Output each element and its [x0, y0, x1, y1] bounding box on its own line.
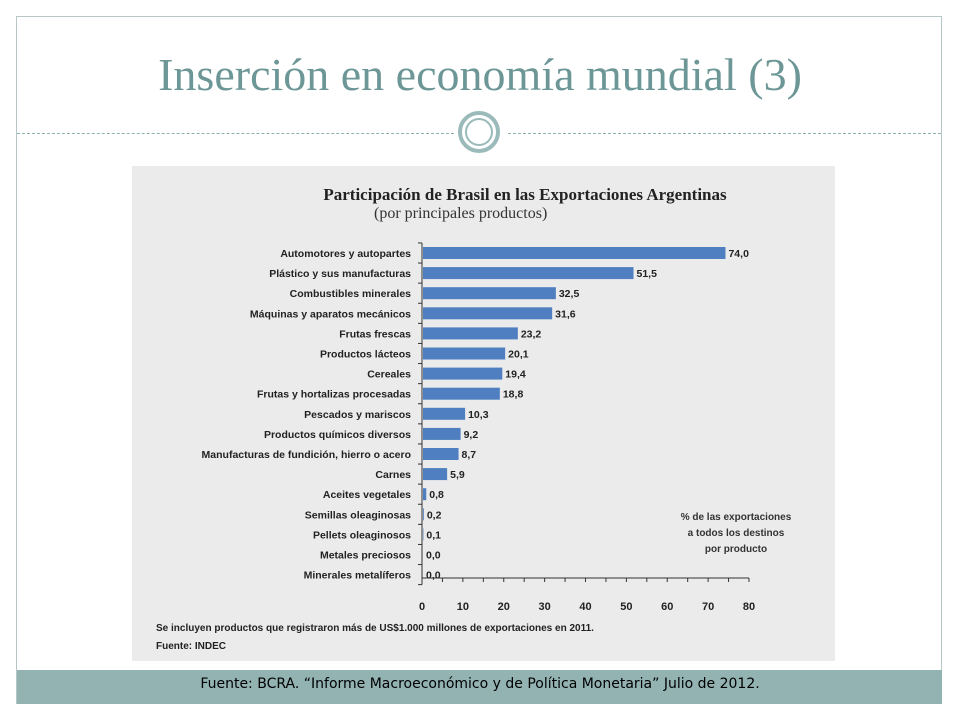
x-tick-label: 30 — [539, 601, 551, 613]
value-label: 32,5 — [559, 288, 580, 300]
bar — [423, 287, 556, 300]
value-label: 74,0 — [728, 248, 749, 260]
bar — [423, 307, 553, 320]
chart-title: Participación de Brasil en las Exportaci… — [323, 185, 727, 204]
title-divider-left — [17, 133, 454, 134]
category-label: Manufacturas de fundición, hierro o acer… — [202, 449, 411, 461]
value-label: 0,0 — [426, 570, 441, 582]
category-label: Cereales — [367, 369, 411, 381]
chart-panel: Participación de Brasil en las Exportaci… — [132, 166, 835, 661]
category-label: Automotores y autopartes — [280, 248, 411, 260]
value-label: 10,3 — [468, 409, 489, 421]
value-label: 31,6 — [555, 308, 576, 320]
bar — [423, 327, 518, 340]
category-label: Pescados y mariscos — [304, 409, 411, 421]
bar — [423, 488, 427, 501]
x-tick-label: 50 — [620, 601, 632, 613]
category-label: Minerales metalíferos — [304, 570, 412, 582]
category-label: Frutas y hortalizas procesadas — [257, 389, 411, 401]
bar — [423, 448, 459, 460]
value-label: 9,2 — [464, 429, 479, 441]
chart-subtitle: (por principales productos) — [374, 205, 547, 222]
value-label: 0,8 — [429, 489, 444, 501]
slide-title: Inserción en economía mundial (3) — [158, 49, 802, 100]
bar — [423, 508, 424, 521]
bars — [423, 247, 726, 541]
legend-note-line-3: por producto — [705, 544, 767, 555]
legend-note-line-2: a todos los destinos — [688, 528, 785, 539]
bar-chart: Participación de Brasil en las Exportaci… — [156, 185, 792, 652]
legend-note-line-1: % de las exportaciones — [681, 512, 792, 523]
value-label: 8,7 — [462, 449, 477, 461]
value-label: 20,1 — [508, 349, 529, 361]
chart-note: Se incluyen productos que registraron má… — [156, 623, 594, 634]
value-label: 23,2 — [521, 328, 542, 340]
footer-source-text: Fuente: BCRA. “Informe Macroeconómico y … — [200, 676, 760, 692]
title-divider-right — [508, 133, 941, 134]
bar — [423, 387, 500, 400]
category-label: Metales preciosos — [320, 550, 411, 562]
bar — [423, 468, 448, 481]
value-label: 51,5 — [637, 268, 658, 280]
x-tick-label: 80 — [743, 601, 755, 613]
footer-bar — [17, 670, 942, 704]
category-label: Plástico y sus manufacturas — [269, 268, 411, 280]
x-tick-label: 10 — [457, 601, 469, 613]
bar — [423, 267, 634, 280]
divider-ring-ornament — [458, 111, 500, 153]
bar — [423, 347, 506, 360]
bar — [423, 407, 466, 420]
chart-source: Fuente: INDEC — [156, 641, 226, 652]
x-tick-label: 0 — [419, 601, 425, 613]
x-tick-label: 20 — [498, 601, 510, 613]
x-tick-label: 70 — [702, 601, 714, 613]
bar — [423, 367, 503, 380]
x-axis: 0 10 20 30 40 50 60 70 80 — [418, 242, 755, 613]
category-label: Carnes — [375, 469, 411, 481]
category-label: Aceites vegetales — [323, 489, 411, 501]
category-label: Productos químicos diversos — [264, 429, 411, 441]
x-tick-label: 60 — [661, 601, 673, 613]
category-labels: Automotores y autopartes Plástico y sus m… — [202, 248, 412, 582]
category-label: Productos lácteos — [320, 349, 411, 361]
category-label: Combustibles minerales — [290, 288, 412, 300]
value-label: 19,4 — [505, 369, 526, 381]
value-label: 0,1 — [426, 529, 441, 541]
category-label: Semillas oleaginosas — [305, 509, 411, 521]
bar — [423, 427, 461, 440]
value-labels: 74,0 51,5 32,5 31,6 23,2 20,1 19,4 18,8 10,3 9,2 8… — [426, 248, 749, 582]
value-label: 5,9 — [450, 469, 465, 481]
category-label: Pellets oleaginosos — [313, 529, 411, 541]
value-label: 0,0 — [426, 550, 441, 562]
bar — [423, 247, 726, 259]
value-label: 18,8 — [503, 389, 524, 401]
value-label: 0,2 — [427, 509, 442, 521]
category-label: Frutas frescas — [339, 328, 411, 340]
category-label: Máquinas y aparatos mecánicos — [250, 308, 411, 320]
x-tick-label: 40 — [579, 601, 591, 613]
